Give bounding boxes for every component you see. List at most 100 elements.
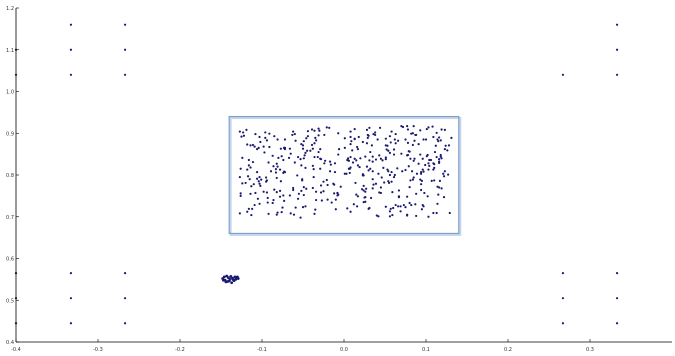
data-point [371,170,374,173]
data-point [615,322,619,325]
data-point [368,206,371,210]
data-point [424,163,427,167]
data-point [273,188,276,191]
data-point [388,215,392,218]
data-point [407,150,410,153]
data-point [355,193,358,196]
data-point [357,135,360,139]
data-point [431,125,434,128]
data-point [615,73,619,76]
data-point [69,322,73,325]
y-tick-label: 1.2 [6,6,14,12]
data-point [293,132,296,136]
data-point [354,181,357,185]
data-point [348,171,351,175]
data-point [412,125,415,128]
data-point [238,175,241,179]
data-point [393,138,396,141]
data-point [256,197,259,200]
data-point [406,141,410,144]
data-point [320,199,323,202]
data-point [409,179,412,182]
data-point [388,210,392,213]
data-point [250,185,253,188]
data-point [615,272,619,275]
data-point [257,146,260,149]
x-tick-label: 0.3 [586,347,594,353]
data-point [241,156,244,159]
data-point [272,165,275,168]
data-point [275,191,278,194]
data-point [397,139,400,142]
data-point [310,143,314,147]
data-point [438,186,441,189]
data-point [227,279,231,283]
data-point [413,157,416,160]
data-point [239,194,242,197]
data-point [412,159,415,162]
data-point [356,195,360,198]
data-point [240,135,243,138]
data-point [304,205,307,208]
data-point [306,135,310,138]
data-point [333,170,337,174]
data-point [392,153,396,156]
data-point [421,168,424,171]
data-point [417,143,420,146]
data-point [414,203,417,206]
data-point [283,146,286,149]
data-point [234,277,238,281]
data-point [311,186,314,190]
data-point [400,152,403,155]
data-point [328,170,332,173]
data-point [422,138,425,141]
data-point [371,155,374,158]
data-point [439,139,442,142]
data-point [319,167,322,170]
data-point [411,178,414,181]
data-point [349,143,352,146]
data-point [262,190,265,193]
data-point [337,193,340,196]
data-point [301,147,305,150]
data-point [385,148,388,151]
data-point [420,208,423,211]
data-point [326,198,329,201]
data-point [438,179,442,182]
data-point [311,164,314,167]
data-point [391,213,394,217]
data-point [262,145,265,148]
data-point [419,178,422,181]
data-point [272,198,275,202]
data-point [377,215,380,218]
data-point [437,193,440,196]
data-point [325,126,328,129]
data-point [561,73,565,76]
data-point [282,158,285,162]
data-point [615,297,619,300]
data-point [362,184,365,187]
data-point [274,171,278,174]
data-point [367,134,370,137]
data-point [427,162,430,165]
data-point [263,151,266,154]
data-point [440,157,443,160]
data-point [433,163,436,166]
data-point [415,172,419,175]
data-point [306,149,309,152]
data-point [388,181,391,185]
data-point [389,141,392,144]
data-point [259,140,262,144]
data-point [339,185,342,188]
data-point [428,158,431,162]
x-tick-label: -0.1 [257,347,267,353]
data-point [371,187,374,190]
data-point [222,278,225,282]
data-point [377,172,380,175]
data-point [294,139,297,142]
data-point [407,165,410,168]
data-point [251,207,254,210]
data-point [435,131,438,134]
data-point [387,180,390,183]
data-point [252,183,255,186]
